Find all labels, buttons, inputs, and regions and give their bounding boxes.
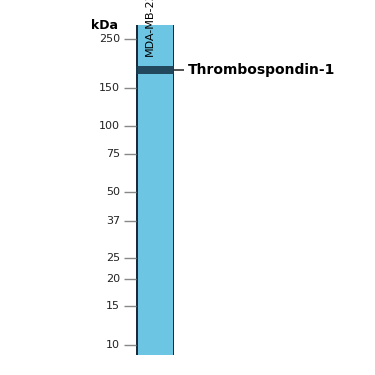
Bar xyxy=(172,25,174,355)
Bar xyxy=(136,25,138,355)
Text: Thrombospondin-1: Thrombospondin-1 xyxy=(188,63,335,77)
Text: 10: 10 xyxy=(106,340,120,350)
Text: 100: 100 xyxy=(99,121,120,131)
Text: 50: 50 xyxy=(106,187,120,197)
Text: 150: 150 xyxy=(99,82,120,93)
Text: 37: 37 xyxy=(106,216,120,226)
Text: 250: 250 xyxy=(99,34,120,44)
Text: kDa: kDa xyxy=(91,19,118,32)
Text: 20: 20 xyxy=(106,274,120,284)
Bar xyxy=(136,25,174,355)
Text: 75: 75 xyxy=(106,148,120,159)
Text: 25: 25 xyxy=(106,253,120,263)
Bar xyxy=(136,66,174,74)
Text: MDA-MB-231: MDA-MB-231 xyxy=(145,0,155,56)
Text: 15: 15 xyxy=(106,302,120,312)
